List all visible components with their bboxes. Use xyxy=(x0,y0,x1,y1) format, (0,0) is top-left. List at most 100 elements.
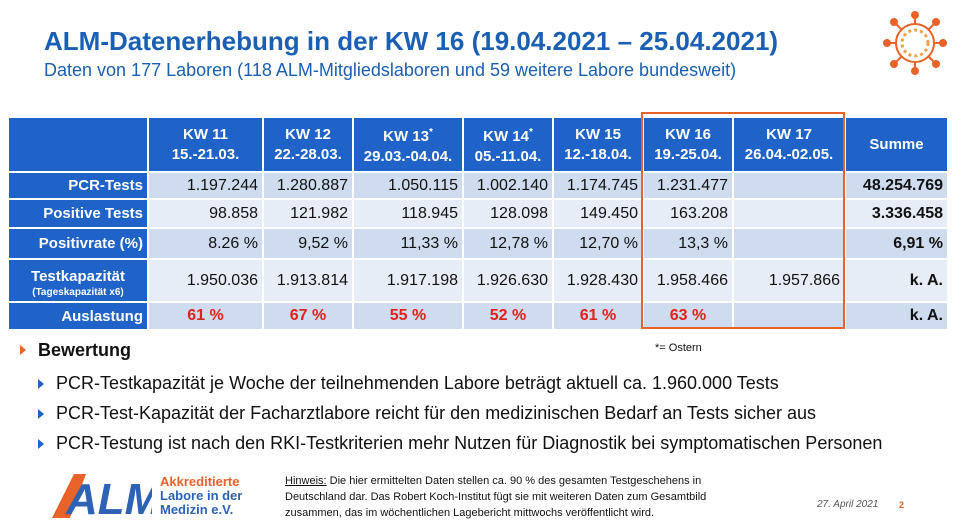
header-dates: 26.04.-02.05. xyxy=(744,145,834,163)
data-cell: 149.450 xyxy=(553,199,643,228)
header-cell: KW 14* 05.-11.04. xyxy=(463,117,553,172)
data-cell: 1.197.244 xyxy=(148,172,263,199)
data-cell: 9,52 % xyxy=(263,228,353,259)
row-label: Auslastung xyxy=(8,302,148,330)
date: 27. April 2021 xyxy=(817,499,879,510)
logo-line: Labore in der xyxy=(160,488,243,503)
row-label: Testkapazität (Tageskapazität x6) xyxy=(8,259,148,302)
sum-cell: k. A. xyxy=(845,302,948,330)
header-week: KW 12 xyxy=(285,125,331,145)
header-cell: KW 16 19.-25.04. xyxy=(643,117,733,172)
data-cell: 1.002.140 xyxy=(463,172,553,199)
note-label: Hinweis: xyxy=(285,475,327,487)
data-cell: 1.280.887 xyxy=(263,172,353,199)
week: KW 11 xyxy=(182,125,228,143)
data-cell: 1.231.477 xyxy=(643,172,733,199)
logo-mark: ALM xyxy=(52,474,152,520)
footnote: *= Ostern xyxy=(655,342,702,354)
data-cell: 13,3 % xyxy=(643,228,733,259)
data-cell: 98.858 xyxy=(148,199,263,228)
data-cell: 52 % xyxy=(463,302,553,330)
data-cell: 8.26 % xyxy=(148,228,263,259)
data-cell: 1.174.745 xyxy=(553,172,643,199)
bullet-arrow xyxy=(38,439,44,449)
sum-cell: 48.254.769 xyxy=(845,172,948,199)
header-dates: 12.-18.04. xyxy=(564,145,632,163)
row-label: Positive Tests xyxy=(8,199,148,228)
week: KW 15 xyxy=(575,125,621,143)
note-line: Hinweis: Die hier ermittelten Daten stel… xyxy=(285,473,706,489)
week-mark: * xyxy=(428,126,433,138)
header-cell xyxy=(8,117,148,172)
logo-name: Akkreditierte Labore in der Medizin e.V. xyxy=(160,475,242,517)
data-cell: 1.917.198 xyxy=(353,259,463,302)
header-dates: 29.03.-04.04. xyxy=(363,147,453,165)
row-label: PCR-Tests xyxy=(8,172,148,199)
data-cell: 67 % xyxy=(263,302,353,330)
data-cell xyxy=(733,172,845,199)
bullet-item: PCR-Testung ist nach den RKI-Testkriteri… xyxy=(56,433,883,453)
data-cell: 55 % xyxy=(353,302,463,330)
header-dates: 15.-21.03. xyxy=(171,145,240,163)
data-cell: 61 % xyxy=(148,302,263,330)
bullet-item: PCR-Testkapazität je Woche der teilnehme… xyxy=(56,373,779,393)
note-line: zusammen, das im wöchentlichen Lageberic… xyxy=(285,507,655,519)
data-cell: 63 % xyxy=(643,302,733,330)
data-cell xyxy=(733,199,845,228)
bullet-arrow xyxy=(20,345,26,355)
header-dates: 22.-28.03. xyxy=(274,145,342,163)
label: Testkapazität xyxy=(31,268,125,285)
header-dates: 05.-11.04. xyxy=(474,147,542,165)
data-cell: 1.050.115 xyxy=(353,172,463,199)
logo-text: ALM xyxy=(65,475,152,520)
week: KW 13 xyxy=(383,127,429,145)
bullet-item: PCR-Test-Kapazität der Facharztlabore re… xyxy=(56,403,817,423)
data-cell: 1.950.036 xyxy=(148,259,263,302)
bullet-arrow xyxy=(38,379,44,389)
sublabel: (Tageskapazität x6) xyxy=(32,287,124,298)
header-week: KW 11 xyxy=(183,125,228,145)
data-cell: 12,70 % xyxy=(553,228,643,259)
page-number: 2 xyxy=(899,500,905,510)
header-cell: KW 17 26.04.-02.05. xyxy=(733,117,845,172)
data-cell: 118.945 xyxy=(353,199,463,228)
week: KW 14 xyxy=(483,127,529,145)
header-cell: KW 13* 29.03.-04.04. xyxy=(353,117,463,172)
week-mark: * xyxy=(528,126,533,138)
data-cell: 61 % xyxy=(553,302,643,330)
data-cell xyxy=(733,302,845,330)
highlight-frame xyxy=(641,112,845,329)
week: KW 12 xyxy=(285,125,331,143)
note-line: Deutschland dar. Das Robert Koch-Institu… xyxy=(285,491,707,503)
sum-cell: 6,91 % xyxy=(845,228,948,259)
data-cell: 12,78 % xyxy=(463,228,553,259)
virus-icon xyxy=(883,11,947,75)
header-week: KW 14* xyxy=(483,123,533,147)
logo-line: Medizin e.V. xyxy=(160,502,234,517)
header-week: KW 13* xyxy=(383,123,433,147)
header-cell: KW 12 22.-28.03. xyxy=(263,117,353,172)
header-cell: KW 11 15.-21.03. xyxy=(148,117,263,172)
sum-cell: 3.336.458 xyxy=(845,199,948,228)
header-cell: Summe xyxy=(845,117,948,172)
header-week: KW 16 xyxy=(665,125,711,145)
note-text: Die hier ermittelten Daten stellen ca. 9… xyxy=(329,475,702,487)
data-cell: 163.208 xyxy=(643,199,733,228)
logo-line: Akkreditierte xyxy=(160,474,240,489)
data-cell: 1.913.814 xyxy=(263,259,353,302)
subtitle: Daten von 177 Laboren (118 ALM-Mitglieds… xyxy=(44,60,737,80)
data-cell: 1.926.630 xyxy=(463,259,553,302)
data-cell: 11,33 % xyxy=(353,228,463,259)
week: KW 17 xyxy=(766,125,812,143)
week: KW 16 xyxy=(665,125,711,143)
header-week: KW 17 xyxy=(766,125,812,145)
bullets-heading: Bewertung xyxy=(38,340,132,360)
data-cell: 121.982 xyxy=(263,199,353,228)
data-cell: 1.957.866 xyxy=(733,259,845,302)
sum-cell: k. A. xyxy=(845,259,948,302)
header-week: KW 15 xyxy=(575,125,621,145)
data-cell xyxy=(733,228,845,259)
row-label: Positivrate (%) xyxy=(8,228,148,259)
header-cell: KW 15 12.-18.04. xyxy=(553,117,643,172)
